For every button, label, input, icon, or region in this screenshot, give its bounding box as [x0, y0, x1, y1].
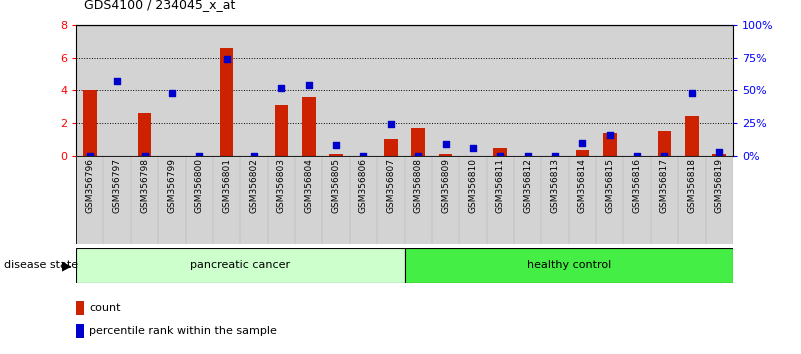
Text: GSM356819: GSM356819: [714, 159, 724, 213]
Point: [138, 153, 151, 159]
Text: GSM356807: GSM356807: [386, 159, 396, 213]
Text: GSM356799: GSM356799: [167, 159, 176, 213]
Point: [193, 153, 206, 159]
Bar: [603, 133, 617, 156]
Text: GSM356811: GSM356811: [496, 159, 505, 213]
Point: [220, 56, 233, 62]
Text: GSM356803: GSM356803: [277, 159, 286, 213]
Text: GSM356817: GSM356817: [660, 159, 669, 213]
Point: [166, 90, 179, 96]
Text: GSM356813: GSM356813: [550, 159, 560, 213]
Point: [713, 149, 726, 155]
Text: count: count: [89, 303, 121, 313]
Text: GSM356806: GSM356806: [359, 159, 368, 213]
Point: [521, 153, 534, 159]
Text: GSM356808: GSM356808: [413, 159, 423, 213]
Point: [111, 78, 123, 84]
Text: GSM356816: GSM356816: [633, 159, 642, 213]
Bar: [685, 116, 698, 156]
Point: [686, 90, 698, 96]
Bar: [275, 105, 288, 156]
Point: [630, 153, 643, 159]
Point: [384, 121, 397, 127]
Point: [330, 142, 343, 148]
Text: GSM356810: GSM356810: [469, 159, 477, 213]
Text: GSM356814: GSM356814: [578, 159, 587, 213]
Text: GSM356801: GSM356801: [222, 159, 231, 213]
Point: [576, 140, 589, 145]
Text: healthy control: healthy control: [526, 261, 611, 270]
Bar: [576, 150, 590, 156]
Point: [275, 85, 288, 91]
Bar: [83, 90, 97, 156]
Point: [658, 153, 671, 159]
Text: ▶: ▶: [62, 259, 72, 272]
Point: [83, 153, 96, 159]
Text: GSM356815: GSM356815: [606, 159, 614, 213]
Text: GSM356797: GSM356797: [113, 159, 122, 213]
Text: GSM356802: GSM356802: [249, 159, 259, 213]
Bar: [76, 156, 733, 244]
Bar: [138, 113, 151, 156]
Text: GSM356805: GSM356805: [332, 159, 340, 213]
Bar: [219, 48, 233, 156]
Bar: [76, 301, 84, 314]
Point: [357, 153, 370, 159]
Bar: [439, 154, 453, 156]
Point: [439, 141, 452, 147]
Text: GSM356798: GSM356798: [140, 159, 149, 213]
Point: [494, 153, 507, 159]
Point: [549, 153, 562, 159]
Text: GSM356812: GSM356812: [523, 159, 532, 213]
Text: percentile rank within the sample: percentile rank within the sample: [89, 326, 277, 336]
Text: GSM356804: GSM356804: [304, 159, 313, 213]
Point: [302, 82, 315, 88]
Bar: [76, 324, 84, 338]
Point: [466, 145, 479, 151]
Point: [412, 153, 425, 159]
Text: GSM356796: GSM356796: [85, 159, 95, 213]
Point: [248, 153, 260, 159]
Bar: [76, 248, 405, 283]
Point: [603, 132, 616, 138]
Text: GSM356818: GSM356818: [687, 159, 696, 213]
Bar: [405, 248, 733, 283]
Text: GDS4100 / 234045_x_at: GDS4100 / 234045_x_at: [84, 0, 235, 11]
Bar: [658, 131, 671, 156]
Bar: [384, 138, 397, 156]
Text: pancreatic cancer: pancreatic cancer: [191, 261, 290, 270]
Bar: [302, 97, 316, 156]
Text: disease state: disease state: [4, 261, 78, 270]
Text: GSM356800: GSM356800: [195, 159, 203, 213]
Bar: [412, 128, 425, 156]
Bar: [493, 148, 507, 156]
Bar: [329, 154, 343, 156]
Bar: [712, 154, 726, 156]
Text: GSM356809: GSM356809: [441, 159, 450, 213]
